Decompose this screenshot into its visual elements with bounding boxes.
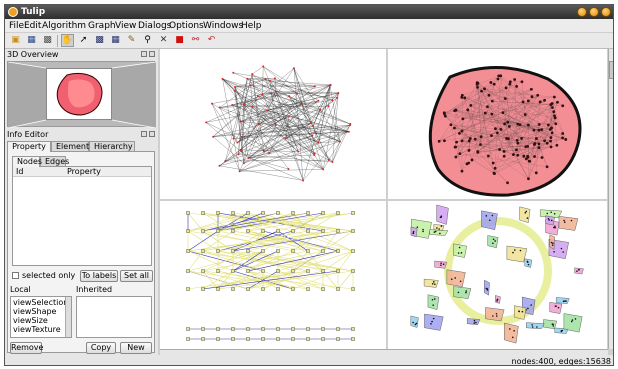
view-clustered-graph[interactable] [388,201,607,349]
remove-button[interactable]: Remove [10,342,44,354]
column-property[interactable]: Property [67,167,101,176]
tab-nodes[interactable]: Nodes [12,156,42,167]
window-title: Tulip [21,7,46,17]
menu-edit[interactable]: Edit [24,21,42,31]
selected-only-label: selected only [22,271,76,280]
inherited-label: Inherited [76,285,113,294]
to-labels-button[interactable]: To labels [80,270,118,282]
graph-stats: nodes:400, edges:15638 [511,357,612,366]
list-item[interactable]: viewTexture [13,325,61,334]
minimize-button[interactable] [577,7,587,17]
print-icon[interactable]: ▩ [43,35,52,45]
column-id[interactable]: Id [16,167,24,176]
save-icon[interactable]: ▦ [27,35,36,45]
local-property-list[interactable]: viewSelection viewShape viewSize viewTex… [10,296,72,338]
close-dock-icon[interactable] [149,51,155,57]
horizontal-scrollbar[interactable] [160,349,608,355]
magnifier-icon[interactable]: ⚲ [144,35,151,45]
list-item[interactable]: viewShape [13,307,57,316]
inherited-property-list[interactable] [76,296,152,338]
selected-only-checkbox[interactable] [12,272,19,279]
undock-icon[interactable] [141,131,147,137]
tab-edges[interactable]: Edges [40,156,69,167]
menu-bar: File Edit Algorithm Graph View Dialogs O… [5,19,613,33]
undock-icon[interactable] [141,51,147,57]
toolbar: ▣ ▦ ▩ ✋ ➚ ▩ ▦ ✎ ⚲ ✕ ■ ⚯ ↶ [5,33,613,49]
table-header: Id Property [13,167,151,177]
view-random-graph[interactable] [160,49,386,199]
tab-property[interactable]: Property [7,141,51,152]
new-button[interactable]: New [120,342,152,354]
hand-icon[interactable]: ✋ [61,34,74,47]
graph-workspace [158,49,613,355]
menu-algorithm[interactable]: Algorithm [42,21,87,31]
open-icon[interactable]: ▣ [11,35,20,45]
tulip-window: Tulip File Edit Algorithm Graph View Dia… [4,4,614,366]
tab-hierarchy[interactable]: Hierarchy [89,141,135,152]
title-bar: Tulip [5,5,613,19]
left-dock: 3D Overview Info Editor [5,49,157,365]
menu-file[interactable]: File [9,21,25,31]
menu-graph[interactable]: Graph [88,21,116,31]
list-item[interactable]: viewSize [13,316,48,325]
info-editor-header: Info Editor [5,130,157,140]
red-cube-icon[interactable]: ■ [175,35,184,45]
overview-thumbnail [46,68,112,120]
overview-header: 3D Overview [5,50,157,60]
menu-options[interactable]: Options [169,21,204,31]
property-pane: Nodes Edges Id Property selected only To… [7,151,155,354]
pointer-icon[interactable]: ➚ [79,35,88,45]
property-table[interactable]: Id Property [12,166,152,266]
menu-view[interactable]: View [115,21,137,31]
list-item[interactable]: viewSelection [13,298,69,307]
overview-view[interactable] [7,61,156,128]
delete-icon[interactable]: ✕ [159,35,168,45]
view-hierarchical-graph[interactable] [160,201,386,349]
menu-help[interactable]: Help [241,21,262,31]
tulip-app-icon [8,7,18,17]
menu-dialogs[interactable]: Dialogs [138,21,172,31]
set-all-button[interactable]: Set all [120,270,153,282]
info-editor-title: Info Editor [7,130,49,139]
tab-element[interactable]: Element [51,141,89,152]
undo-icon[interactable]: ↶ [207,35,216,45]
vertical-scrollbar[interactable] [608,49,613,349]
local-label: Local [10,285,31,294]
menu-windows[interactable]: Windows [203,21,244,31]
maximize-button[interactable] [589,7,599,17]
close-dock-icon[interactable] [149,131,155,137]
overview-title: 3D Overview [7,50,59,59]
grid-icon[interactable]: ▦ [111,35,120,45]
status-bar: nodes:400, edges:15638 [5,356,613,366]
list-scrollbar[interactable] [65,297,71,337]
copy-button[interactable]: Copy [86,342,116,354]
view-dense-graph[interactable] [388,49,607,199]
select-icon[interactable]: ▩ [95,35,104,45]
graph-icon[interactable]: ⚯ [191,35,200,45]
close-button[interactable] [601,7,611,17]
pencil-icon[interactable]: ✎ [127,35,136,45]
